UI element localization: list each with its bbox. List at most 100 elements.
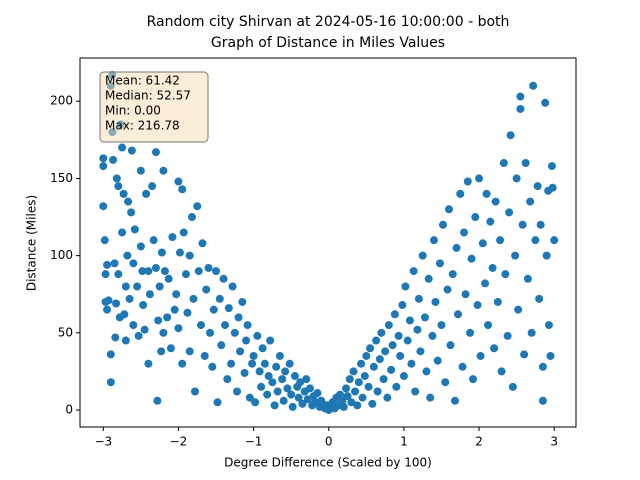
point bbox=[294, 393, 303, 402]
point bbox=[446, 341, 455, 350]
x-axis-label: Degree Difference (Scaled by 100) bbox=[224, 456, 432, 470]
point bbox=[366, 344, 375, 353]
x-tick-label: −3 bbox=[94, 435, 112, 449]
point bbox=[372, 336, 381, 345]
point bbox=[189, 294, 198, 303]
point bbox=[375, 355, 384, 364]
x-tick-label: 0 bbox=[325, 435, 333, 449]
point bbox=[127, 208, 136, 217]
point bbox=[461, 290, 470, 299]
point bbox=[463, 177, 472, 186]
point bbox=[168, 233, 177, 242]
point bbox=[120, 310, 129, 319]
point bbox=[100, 236, 109, 245]
point bbox=[305, 384, 314, 393]
point bbox=[501, 270, 510, 279]
y-tick-label: 200 bbox=[50, 94, 73, 108]
point bbox=[148, 182, 157, 191]
stats-text: Mean: 61.42 bbox=[105, 74, 180, 88]
point bbox=[473, 301, 482, 310]
point bbox=[398, 301, 407, 310]
point bbox=[481, 279, 490, 288]
point bbox=[521, 158, 530, 167]
point bbox=[290, 372, 299, 381]
point bbox=[460, 228, 469, 237]
point bbox=[209, 305, 218, 314]
point bbox=[101, 270, 110, 279]
point bbox=[278, 375, 287, 384]
point bbox=[194, 267, 203, 276]
point bbox=[185, 347, 194, 356]
point bbox=[183, 308, 192, 317]
point bbox=[249, 351, 258, 360]
point bbox=[174, 324, 183, 333]
point bbox=[99, 162, 108, 171]
point bbox=[377, 328, 386, 337]
point bbox=[516, 92, 525, 101]
point bbox=[275, 351, 284, 360]
point bbox=[106, 350, 115, 359]
point bbox=[288, 402, 297, 411]
point bbox=[349, 367, 358, 376]
point bbox=[469, 375, 478, 384]
point bbox=[157, 248, 166, 257]
stats-text: Max: 216.78 bbox=[105, 119, 180, 133]
point bbox=[133, 282, 142, 291]
point bbox=[272, 362, 281, 371]
point bbox=[493, 297, 502, 306]
point bbox=[424, 274, 433, 283]
point bbox=[110, 259, 119, 268]
point bbox=[342, 384, 351, 393]
point bbox=[496, 236, 505, 245]
point bbox=[511, 251, 520, 260]
x-tick-label: 2 bbox=[475, 435, 483, 449]
point bbox=[114, 270, 123, 279]
point bbox=[106, 378, 115, 387]
point bbox=[420, 313, 429, 322]
point bbox=[263, 390, 272, 399]
point bbox=[362, 351, 371, 360]
point bbox=[526, 197, 535, 206]
point bbox=[384, 321, 393, 330]
point bbox=[381, 347, 390, 356]
chart-title: Random city Shirvan at 2024-05-16 10:00:… bbox=[147, 14, 510, 30]
point bbox=[454, 310, 463, 319]
point bbox=[416, 347, 425, 356]
point bbox=[112, 299, 121, 308]
point bbox=[505, 208, 514, 217]
point bbox=[144, 267, 153, 276]
point bbox=[248, 359, 257, 368]
point bbox=[266, 336, 275, 345]
point bbox=[155, 282, 164, 291]
point bbox=[544, 321, 553, 330]
point bbox=[451, 396, 460, 405]
point bbox=[251, 398, 260, 407]
point bbox=[164, 274, 173, 283]
point bbox=[379, 375, 388, 384]
point bbox=[159, 328, 168, 337]
point bbox=[523, 274, 532, 283]
point bbox=[287, 390, 296, 399]
point bbox=[124, 197, 133, 206]
point bbox=[296, 378, 305, 387]
point bbox=[443, 285, 452, 294]
point bbox=[345, 375, 354, 384]
point bbox=[99, 154, 108, 163]
point bbox=[157, 347, 166, 356]
point bbox=[444, 205, 453, 214]
point bbox=[302, 375, 311, 384]
point bbox=[109, 155, 118, 164]
point bbox=[234, 313, 243, 322]
point bbox=[258, 344, 267, 353]
point bbox=[185, 251, 194, 260]
point bbox=[418, 251, 427, 260]
point bbox=[550, 236, 559, 245]
point bbox=[339, 402, 348, 411]
point bbox=[279, 396, 288, 405]
point bbox=[163, 313, 172, 322]
x-tick-label: −1 bbox=[245, 435, 263, 449]
point bbox=[253, 331, 262, 340]
point bbox=[518, 220, 527, 229]
point bbox=[536, 220, 545, 229]
